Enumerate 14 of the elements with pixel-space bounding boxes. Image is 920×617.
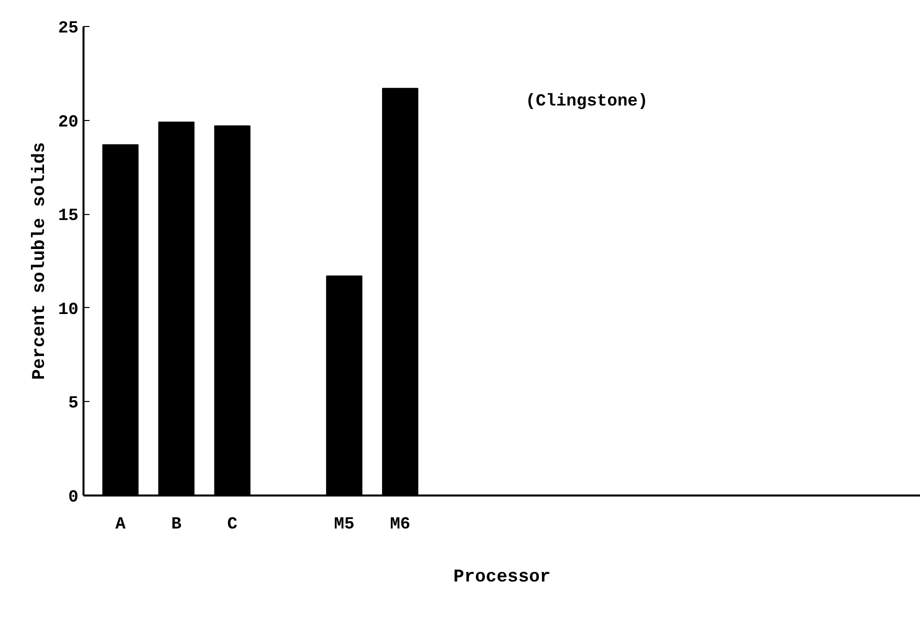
y-tick-label: 5	[68, 394, 78, 414]
y-axis-title: Percent soluble solids	[30, 142, 50, 380]
y-tick-label: 25	[58, 20, 79, 38]
text: (Clingstone)	[526, 92, 648, 112]
y-tick-label: 0	[68, 488, 78, 508]
x-axis-title: Processor	[453, 568, 551, 588]
x-tick-label: B	[171, 516, 182, 534]
x-tick-label: M6	[390, 516, 410, 534]
x-tick-label: M5	[334, 516, 354, 534]
x-tick-label: A	[115, 516, 126, 534]
y-tick-label: 10	[58, 300, 79, 320]
y-tick-label: 20	[58, 113, 79, 132]
y-tick-label: 15	[58, 207, 79, 226]
x-tick-label: C	[227, 516, 238, 534]
